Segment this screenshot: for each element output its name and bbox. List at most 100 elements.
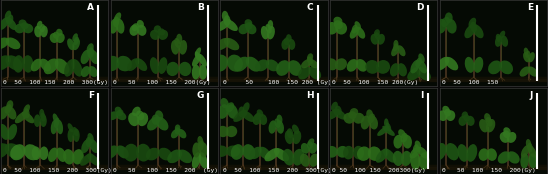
Ellipse shape — [218, 104, 229, 119]
Text: I: I — [420, 91, 423, 100]
Ellipse shape — [198, 54, 207, 67]
Ellipse shape — [220, 98, 229, 108]
Ellipse shape — [242, 144, 255, 160]
Text: 0 50  100 150  200300(Gy): 0 50 100 150 200300(Gy) — [332, 168, 426, 173]
Ellipse shape — [366, 60, 379, 74]
Ellipse shape — [241, 110, 255, 122]
Ellipse shape — [128, 112, 139, 126]
Bar — [330, 165, 437, 166]
Ellipse shape — [293, 149, 304, 165]
Ellipse shape — [253, 114, 261, 125]
Ellipse shape — [386, 122, 391, 132]
Ellipse shape — [73, 127, 78, 136]
Ellipse shape — [217, 126, 229, 137]
Ellipse shape — [393, 43, 398, 52]
Ellipse shape — [167, 149, 182, 163]
Ellipse shape — [39, 147, 48, 160]
Ellipse shape — [419, 152, 429, 170]
Text: J: J — [529, 91, 533, 100]
Ellipse shape — [285, 130, 293, 144]
Ellipse shape — [500, 132, 510, 143]
Bar — [440, 78, 547, 79]
Ellipse shape — [472, 24, 483, 38]
Ellipse shape — [231, 144, 244, 160]
Ellipse shape — [393, 151, 403, 166]
Ellipse shape — [496, 34, 501, 42]
Ellipse shape — [461, 111, 468, 119]
Ellipse shape — [407, 67, 423, 81]
Ellipse shape — [348, 111, 357, 119]
Bar — [330, 168, 437, 169]
Ellipse shape — [286, 34, 292, 42]
Ellipse shape — [195, 51, 201, 61]
Ellipse shape — [146, 148, 159, 160]
Ellipse shape — [137, 25, 146, 36]
Bar — [220, 167, 328, 168]
Ellipse shape — [19, 19, 26, 26]
Ellipse shape — [80, 153, 93, 166]
Ellipse shape — [267, 26, 275, 39]
Ellipse shape — [369, 116, 378, 129]
Ellipse shape — [199, 143, 208, 157]
Ellipse shape — [81, 66, 90, 77]
Ellipse shape — [276, 60, 290, 76]
Ellipse shape — [0, 37, 9, 49]
Ellipse shape — [39, 24, 45, 32]
Ellipse shape — [334, 20, 343, 29]
Ellipse shape — [147, 117, 159, 130]
Ellipse shape — [156, 117, 168, 130]
Ellipse shape — [158, 28, 165, 35]
Ellipse shape — [56, 148, 66, 162]
Bar — [330, 80, 437, 81]
Ellipse shape — [356, 59, 367, 72]
Ellipse shape — [368, 114, 375, 123]
Ellipse shape — [246, 24, 256, 34]
Ellipse shape — [276, 120, 284, 134]
Ellipse shape — [67, 129, 74, 142]
Ellipse shape — [307, 59, 318, 68]
Ellipse shape — [393, 135, 403, 149]
Ellipse shape — [446, 19, 456, 34]
Ellipse shape — [116, 56, 132, 71]
Ellipse shape — [307, 53, 313, 61]
Ellipse shape — [23, 104, 30, 114]
Ellipse shape — [89, 139, 99, 153]
Ellipse shape — [415, 57, 422, 68]
Ellipse shape — [7, 100, 13, 110]
Ellipse shape — [335, 105, 342, 115]
Ellipse shape — [216, 19, 231, 31]
Bar — [220, 165, 328, 166]
Bar — [1, 76, 108, 77]
Bar — [1, 168, 108, 169]
Ellipse shape — [470, 22, 477, 32]
Ellipse shape — [393, 40, 398, 48]
Ellipse shape — [56, 29, 62, 36]
Ellipse shape — [275, 118, 281, 128]
Bar — [1, 77, 108, 78]
Ellipse shape — [215, 38, 230, 50]
Ellipse shape — [465, 57, 475, 73]
Bar — [111, 166, 218, 167]
Ellipse shape — [67, 123, 73, 132]
Ellipse shape — [528, 145, 536, 158]
Ellipse shape — [116, 109, 123, 116]
Ellipse shape — [486, 119, 495, 132]
Ellipse shape — [368, 147, 381, 161]
Ellipse shape — [521, 145, 530, 158]
Ellipse shape — [167, 62, 179, 76]
Ellipse shape — [176, 34, 182, 44]
Ellipse shape — [391, 45, 399, 56]
Ellipse shape — [473, 57, 483, 73]
Text: 0  50  100  150 200(Gy): 0 50 100 150 200(Gy) — [332, 80, 419, 85]
Bar — [1, 165, 108, 166]
Ellipse shape — [444, 57, 458, 70]
Ellipse shape — [136, 110, 144, 120]
Ellipse shape — [418, 53, 425, 63]
Bar — [111, 168, 218, 169]
Ellipse shape — [261, 26, 269, 39]
Ellipse shape — [520, 66, 530, 77]
Ellipse shape — [234, 57, 249, 72]
Ellipse shape — [293, 130, 301, 144]
Ellipse shape — [488, 60, 502, 74]
Bar — [330, 79, 437, 80]
